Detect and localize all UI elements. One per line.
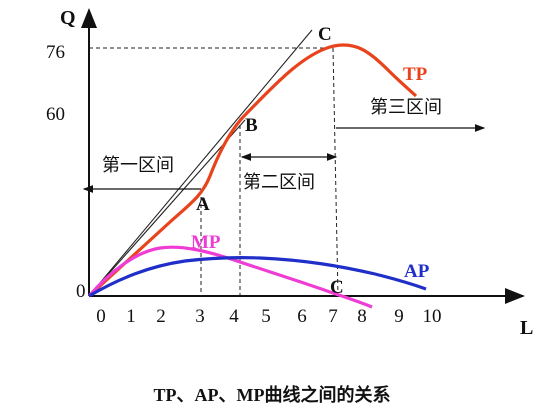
x-axis-label: L — [520, 317, 533, 339]
x-tick-2: 2 — [156, 306, 166, 327]
region-two-label: 第二区间 — [243, 172, 315, 193]
figure-caption: TP、AP、MP曲线之间的关系 — [154, 384, 391, 405]
origin-label: 0 — [76, 281, 86, 302]
x-tick-1: 1 — [126, 306, 136, 327]
x-tick-3: 3 — [195, 306, 205, 327]
x-tick-5: 5 — [261, 306, 271, 327]
x-tick-9: 9 — [394, 306, 404, 327]
x-tick-8: 8 — [357, 306, 367, 327]
point-a-label: A — [196, 194, 210, 215]
y-tick-60: 60 — [46, 104, 65, 125]
x-tick-6: 6 — [297, 306, 307, 327]
y-axis-label: Q — [60, 7, 76, 29]
region-three-label: 第三区间 — [370, 97, 442, 118]
x-tick-4: 4 — [229, 306, 239, 327]
x-tick-0: 0 — [96, 306, 106, 327]
tp-label: TP — [403, 64, 428, 85]
ap-label: AP — [404, 261, 430, 282]
point-b-label: B — [245, 115, 258, 136]
y-tick-76: 76 — [46, 42, 65, 63]
x-tick-labels: 0 1 2 3 4 5 6 7 8 9 10 — [96, 306, 441, 327]
point-c-top-label: C — [318, 24, 332, 45]
ap-curve — [89, 258, 426, 296]
x-tick-7: 7 — [328, 306, 338, 327]
guide-c-vertical — [333, 48, 338, 296]
x-tick-10: 10 — [423, 306, 442, 327]
region-one-label: 第一区间 — [102, 155, 174, 176]
point-c-bottom-label: C — [330, 277, 344, 298]
mp-label: MP — [191, 232, 221, 253]
